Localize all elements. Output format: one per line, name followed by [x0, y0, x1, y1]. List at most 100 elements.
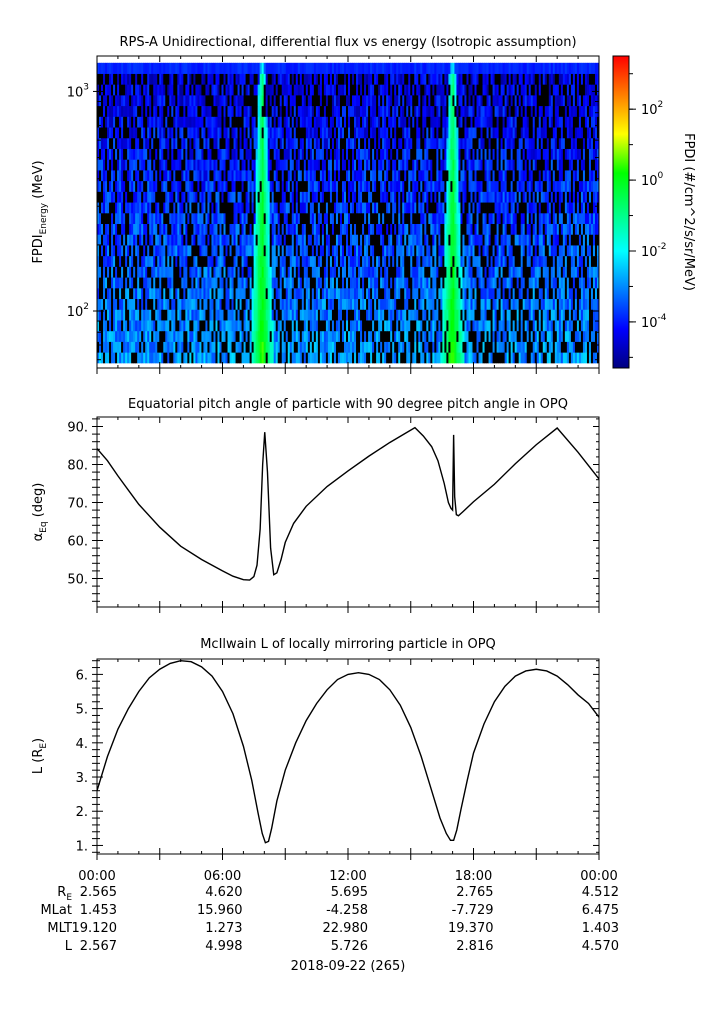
spectrogram-cell [424, 287, 427, 300]
spectrogram-cell [105, 277, 108, 289]
spectrogram-cell [402, 266, 405, 278]
spectrogram-cell [159, 245, 162, 257]
spectrogram-cell [131, 255, 134, 267]
spectrogram-cell [315, 245, 319, 257]
spectrogram-cell [462, 245, 465, 257]
spectrogram-cell [500, 212, 504, 224]
spectrogram-cell [117, 255, 120, 267]
spectrogram-cell [185, 320, 188, 332]
spectrogram-cell [165, 298, 168, 310]
spectrogram-cell [356, 266, 359, 278]
spectrogram-cell [175, 234, 178, 246]
spectrogram-cell [560, 223, 564, 235]
spectrogram-cell [520, 245, 524, 257]
spectrogram-cell [329, 170, 333, 182]
spectrogram-cell [394, 202, 397, 214]
spectrogram-cell [223, 202, 226, 214]
spectrogram-cell [269, 352, 273, 364]
spectrogram-cell [111, 298, 114, 310]
spectrogram-cell [398, 330, 401, 342]
spectrogram-cell [502, 255, 506, 267]
spectrogram-cell [229, 320, 232, 332]
spectrogram-cell [420, 266, 423, 278]
spectrogram-cell [311, 202, 315, 214]
spectrogram-cell [504, 341, 508, 353]
spectrogram-cell [225, 234, 228, 246]
spectrogram-cell [177, 287, 180, 300]
spectrogram-cell [548, 352, 552, 364]
spectrogram-cell [362, 266, 365, 278]
spectrogram-cell [568, 277, 572, 289]
spectrogram-cell [133, 277, 136, 289]
spectrogram-cell [420, 298, 423, 310]
spectrogram-cell [354, 223, 357, 235]
spectrogram-cell [422, 223, 425, 235]
spectrogram-cell [452, 352, 455, 364]
spectrogram-cell [147, 266, 150, 278]
spectrogram-cell [283, 223, 287, 235]
spectrogram-cell [406, 352, 409, 364]
spectrogram-cell [398, 223, 401, 235]
spectrogram-cell [187, 352, 190, 364]
spectrogram-cell [362, 245, 365, 257]
spectrogram-cell [341, 159, 345, 171]
spectrogram-cell [247, 212, 251, 224]
spectrogram-cell [526, 266, 530, 278]
spectrogram-cell [97, 148, 100, 160]
spectrogram-cell [221, 341, 224, 353]
spectrogram-cell [159, 223, 162, 235]
spectrogram-cell [544, 309, 548, 321]
spectrogram-cell [311, 223, 315, 235]
spectrogram-cell [113, 234, 116, 246]
spectrogram-cell [201, 352, 204, 364]
spectrogram-cell [165, 180, 168, 192]
spectrogram-cell [532, 298, 536, 310]
spectrogram-cell [378, 223, 381, 235]
spectrogram-cell [283, 212, 287, 224]
spectrogram-cell [159, 320, 162, 332]
spectrogram-cell [572, 180, 576, 192]
spectrogram-cell [360, 159, 363, 171]
spectrogram-cell [255, 341, 259, 353]
spectrogram-cell [506, 191, 510, 203]
spectrogram-cell [103, 309, 106, 321]
spectrogram-cell [540, 223, 544, 235]
spectrogram-cell [243, 320, 246, 332]
spectrogram-cell [141, 266, 144, 278]
spectrogram-cell [277, 191, 281, 203]
spectrogram-cell [177, 234, 180, 246]
spectrogram-cell [335, 352, 339, 364]
spectrogram-cell [167, 277, 170, 289]
spectrogram-cell [313, 170, 317, 182]
spectrogram-cell [502, 352, 506, 364]
spectrogram-cell [584, 266, 588, 278]
spectrogram-cell [420, 223, 423, 235]
spectrogram-cell [125, 148, 128, 160]
spectrogram-cell [329, 202, 333, 214]
spectrogram-cell [514, 159, 518, 171]
spectrogram-cell [416, 180, 419, 192]
spectrogram-cell [195, 277, 198, 289]
spectrogram-cell [195, 245, 198, 257]
spectrogram-cell [271, 170, 275, 182]
spectrogram-cell [165, 309, 168, 321]
spectrogram-cell [516, 223, 520, 235]
spectrogram-cell [213, 202, 216, 214]
spectrogram-cell [508, 309, 512, 321]
spectrogram-cell [217, 341, 220, 353]
spectrogram-cell [410, 341, 413, 353]
spectrogram-cell [462, 180, 465, 192]
spectrogram-cell [277, 330, 281, 342]
spectrogram-cell [496, 202, 499, 214]
spectrogram-cell [149, 245, 152, 257]
spectrogram-cell [147, 341, 150, 353]
spectrogram-cell [574, 309, 578, 321]
spectrogram-cell [279, 202, 283, 214]
spectrogram-cell [428, 330, 431, 342]
spectrogram-cell [464, 234, 467, 246]
spectrogram-cell [520, 352, 524, 364]
spectrogram-cell [372, 180, 375, 192]
spectrogram-cell [554, 277, 558, 289]
spectrogram-cell [289, 170, 293, 182]
spectrogram-cell [520, 255, 524, 267]
